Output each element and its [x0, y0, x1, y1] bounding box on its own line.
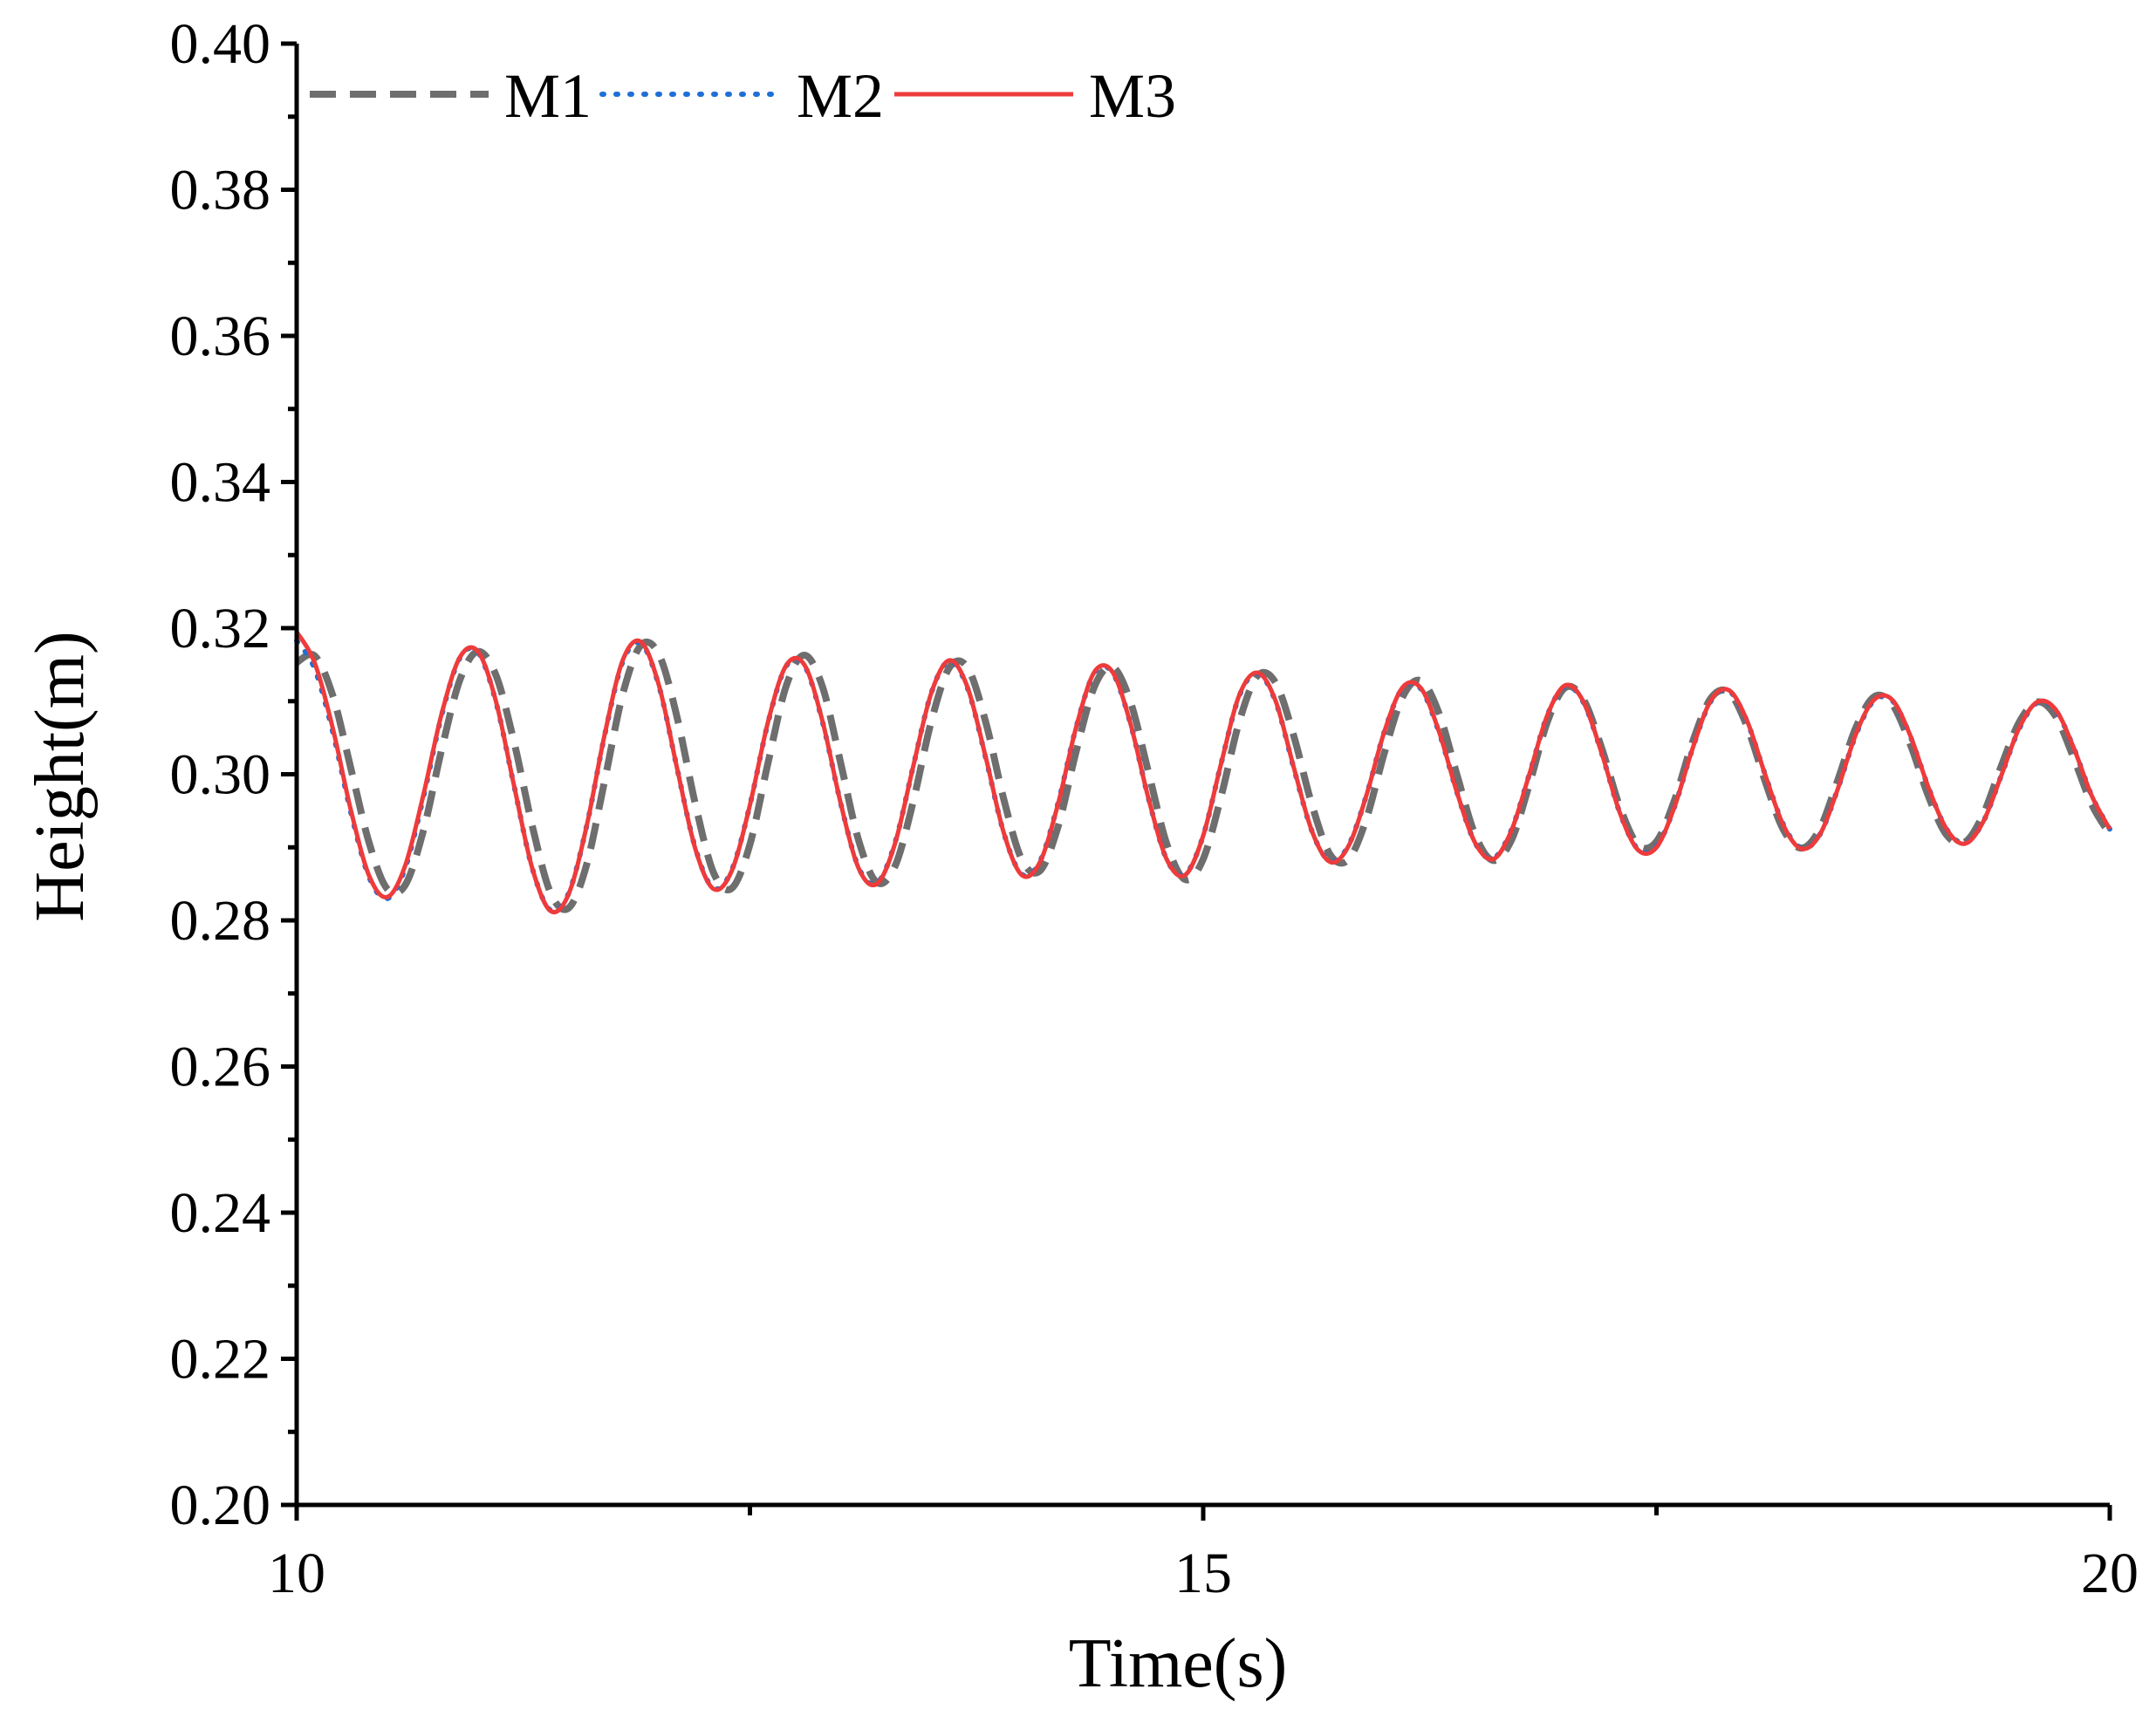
- y-tick-label: 0.32: [170, 597, 271, 660]
- y-tick-label: 0.40: [170, 12, 271, 76]
- x-axis-title: Time(s): [1069, 1625, 1287, 1702]
- axes: [281, 41, 2112, 1521]
- legend-label-m3: M3: [1089, 61, 1176, 131]
- y-tick-label: 0.24: [170, 1181, 271, 1245]
- y-tick-label: 0.26: [170, 1036, 271, 1099]
- y-tick-label: 0.36: [170, 304, 271, 368]
- x-tick-label: 10: [268, 1542, 325, 1605]
- series-line-m3: [294, 630, 2112, 914]
- legend-label-m1: M1: [504, 61, 592, 131]
- y-tick-label: 0.20: [170, 1474, 271, 1537]
- series-layer: [294, 630, 2113, 914]
- y-tick-label: 0.34: [170, 451, 271, 515]
- series-line-m1: [294, 639, 2113, 913]
- legend: M1 M2 M3: [310, 61, 1176, 131]
- y-tick-label: 0.28: [170, 889, 271, 953]
- y-tick-label: 0.30: [170, 743, 271, 807]
- x-tick-label: 15: [1174, 1542, 1232, 1605]
- y-tick-label: 0.22: [170, 1328, 271, 1392]
- tick-labels: 0.20 0.22 0.24 0.26 0.28 0.30 0.32 0.34 0.36 0.38…: [170, 12, 2139, 1605]
- y-tick-label: 0.38: [170, 159, 271, 222]
- y-axis-title: Height(m): [22, 631, 99, 921]
- legend-label-m2: M2: [797, 61, 884, 131]
- x-tick-label: 20: [2081, 1542, 2139, 1605]
